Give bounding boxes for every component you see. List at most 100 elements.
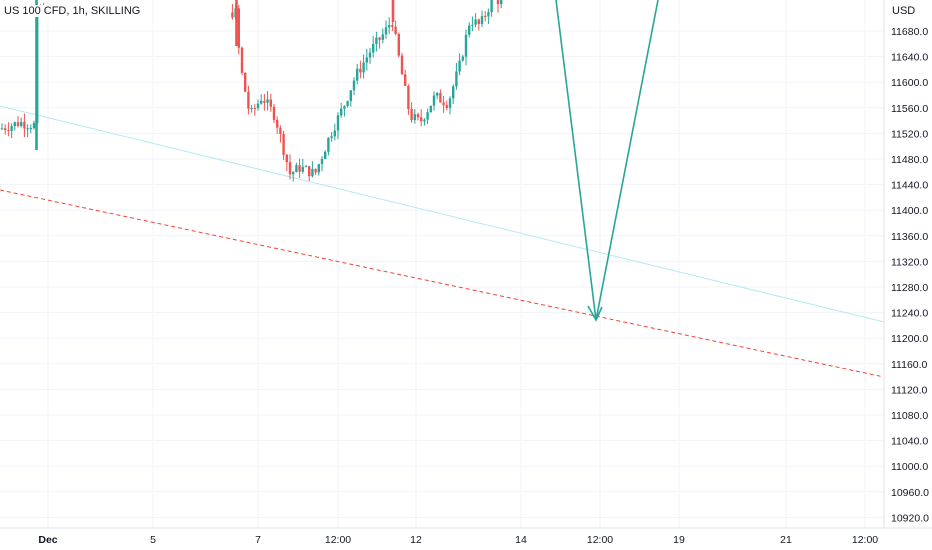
- grid: [0, 0, 884, 528]
- candle-body: [237, 8, 240, 48]
- target-dashed-line[interactable]: [0, 189, 885, 378]
- candle-body: [404, 74, 407, 86]
- candle-body: [340, 108, 343, 116]
- candle-body: [388, 25, 391, 28]
- time-axis[interactable]: Dec 5 7 12:00 12 14 12:00 19 21 12:00: [38, 534, 878, 546]
- candle-body: [356, 68, 359, 81]
- price-tick-label: 11000.0: [891, 461, 928, 473]
- candle-body: [253, 108, 256, 110]
- candle-body: [324, 151, 327, 159]
- candle-body: [394, 26, 397, 34]
- candle-body: [279, 127, 282, 135]
- candle-body: [461, 56, 464, 61]
- candle-body: [285, 154, 288, 163]
- candle-body: [455, 71, 458, 87]
- price-tick-label: 11440.0: [891, 180, 928, 192]
- time-tick-label: 21: [780, 534, 792, 546]
- candle-body: [368, 52, 372, 58]
- candle-body: [317, 164, 320, 173]
- time-tick-label: 12:00: [852, 534, 878, 546]
- candle-body: [480, 16, 484, 24]
- time-tick-label: 7: [255, 534, 261, 546]
- candle-body: [20, 121, 23, 127]
- candle-body: [4, 128, 7, 131]
- candle-body: [231, 12, 234, 18]
- candle-body: [378, 37, 381, 40]
- candle-body: [452, 86, 455, 99]
- candle-body: [426, 112, 429, 120]
- candle-body: [26, 128, 29, 130]
- candle-body: [250, 108, 253, 110]
- price-tick-label: 11240.0: [891, 308, 928, 320]
- candle-body: [320, 158, 324, 165]
- candle-body: [346, 101, 349, 106]
- candle-body: [23, 121, 26, 129]
- candle-body: [260, 100, 263, 104]
- price-tick-label: 11400.0: [891, 205, 928, 217]
- candle-body: [16, 122, 20, 127]
- price-tick-label: 11640.0: [891, 52, 928, 64]
- candle-body: [330, 136, 333, 138]
- candle-body: [288, 162, 292, 175]
- candle-body: [407, 85, 410, 109]
- price-tick-label: 11520.0: [891, 128, 928, 140]
- time-tick-label: 19: [673, 534, 685, 546]
- candle-body: [292, 172, 295, 175]
- candle-body: [336, 115, 340, 131]
- candle-body: [343, 105, 346, 109]
- price-tick-label: 11320.0: [891, 256, 928, 268]
- candle-body: [429, 105, 432, 113]
- support-trend-line[interactable]: [0, 105, 885, 323]
- time-tick-label: 5: [150, 534, 156, 546]
- axes: [0, 0, 932, 529]
- price-projection[interactable]: [555, 0, 659, 322]
- candle-body: [477, 19, 480, 24]
- trend-lines: [0, 105, 885, 378]
- candle-body: [416, 114, 420, 118]
- candle-body: [474, 19, 477, 25]
- price-tick-label: 11560.0: [891, 103, 928, 115]
- candle-body: [471, 24, 474, 26]
- candle-body: [301, 166, 304, 172]
- candle-body: [487, 12, 490, 17]
- candle-body: [391, 0, 395, 22]
- price-tick-label: 10920.0: [891, 512, 929, 524]
- candle-body: [333, 130, 336, 137]
- candle-body: [442, 102, 445, 106]
- candle-body: [29, 128, 32, 130]
- candle-body: [436, 93, 439, 96]
- candle-body: [490, 0, 493, 13]
- price-tick-label: 11280.0: [891, 282, 928, 294]
- candle-body: [349, 90, 352, 102]
- projection-path: [555, 0, 659, 321]
- candle-body: [244, 72, 247, 92]
- projection-arrow-head: [587, 305, 603, 322]
- time-tick-label: 14: [515, 534, 527, 546]
- time-tick-label: 12:00: [587, 534, 613, 546]
- candle-body: [468, 25, 471, 35]
- candle-body: [410, 108, 413, 121]
- candle-body: [448, 98, 452, 108]
- candle-body: [423, 119, 426, 122]
- candle-body: [266, 99, 269, 103]
- candle-body: [7, 130, 10, 132]
- candle-body: [413, 114, 416, 121]
- candle-body: [276, 119, 279, 128]
- candle-body: [384, 27, 388, 35]
- candle-body: [0, 128, 4, 130]
- price-axis[interactable]: 11680.0 11640.0 11600.0 11560.0 11520.0 11480…: [891, 26, 929, 524]
- candle-body: [439, 93, 442, 103]
- currency-label: USD: [892, 5, 916, 17]
- candle-body: [263, 100, 266, 103]
- candle-body: [500, 0, 503, 5]
- candle-body: [352, 80, 356, 91]
- time-tick-label: Dec: [38, 534, 57, 546]
- candle-body: [458, 60, 461, 72]
- candles: [0, 0, 503, 182]
- candle-body: [381, 34, 384, 40]
- candle-body: [362, 62, 365, 73]
- candle-body: [496, 0, 500, 5]
- candle-body: [10, 126, 13, 131]
